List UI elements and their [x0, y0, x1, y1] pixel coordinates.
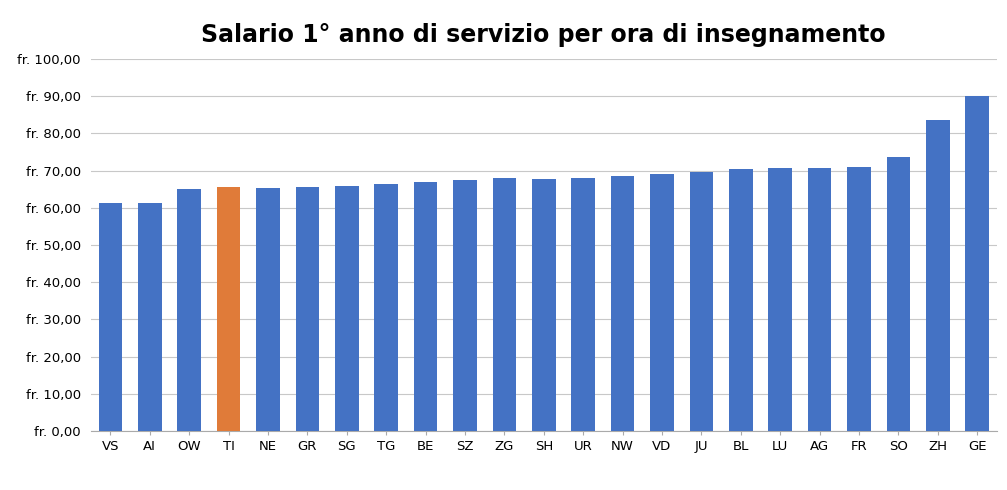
Bar	[926, 120, 950, 431]
Bar	[256, 188, 280, 431]
Bar	[295, 187, 319, 431]
Bar	[808, 168, 832, 431]
Title: Salario 1° anno di servizio per ora di insegnamento: Salario 1° anno di servizio per ora di i…	[201, 23, 886, 47]
Bar	[729, 170, 752, 431]
Bar	[335, 186, 358, 431]
Bar	[966, 96, 989, 431]
Bar	[651, 174, 674, 431]
Bar	[690, 172, 713, 431]
Bar	[532, 179, 556, 431]
Bar	[886, 157, 910, 431]
Bar	[768, 168, 793, 431]
Bar	[453, 180, 476, 431]
Bar	[217, 187, 241, 431]
Bar	[492, 178, 517, 431]
Bar	[414, 182, 437, 431]
Bar	[375, 184, 398, 431]
Bar	[99, 203, 122, 431]
Bar	[177, 189, 201, 431]
Bar	[138, 203, 161, 431]
Bar	[611, 176, 634, 431]
Bar	[847, 167, 871, 431]
Bar	[571, 178, 595, 431]
